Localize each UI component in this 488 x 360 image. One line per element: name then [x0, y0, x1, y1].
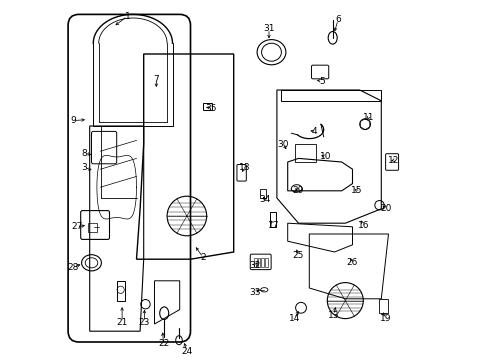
Bar: [294, 144, 316, 162]
Text: 31: 31: [263, 24, 274, 33]
Bar: [280, 90, 381, 101]
Text: 4: 4: [311, 127, 317, 136]
Text: 23: 23: [139, 318, 150, 327]
Text: 35: 35: [205, 104, 217, 113]
Text: 29: 29: [292, 186, 304, 195]
Text: 7: 7: [153, 75, 159, 84]
Text: 18: 18: [238, 163, 250, 172]
Text: 24: 24: [181, 346, 192, 356]
Text: 13: 13: [327, 310, 339, 320]
Text: 22: 22: [158, 339, 169, 348]
Text: 6: 6: [335, 15, 340, 24]
Text: 1: 1: [124, 12, 130, 21]
Text: 32: 32: [249, 261, 261, 270]
Bar: [269, 212, 276, 227]
Text: 33: 33: [248, 288, 260, 297]
Text: 15: 15: [350, 186, 362, 195]
Bar: [88, 223, 97, 232]
Bar: [257, 258, 260, 267]
Text: 30: 30: [277, 140, 288, 149]
Text: 16: 16: [357, 220, 368, 230]
Bar: [117, 281, 124, 301]
Bar: [261, 258, 264, 267]
Text: 28: 28: [68, 263, 79, 272]
Bar: [379, 299, 387, 313]
Text: 26: 26: [346, 258, 357, 267]
Bar: [264, 258, 267, 267]
Text: 14: 14: [288, 314, 299, 323]
Text: 9: 9: [70, 116, 76, 125]
Text: 11: 11: [362, 112, 374, 122]
Text: 20: 20: [379, 204, 390, 213]
Text: 5: 5: [318, 77, 324, 86]
Text: 2: 2: [200, 253, 205, 262]
Text: 3: 3: [81, 163, 87, 172]
Bar: [254, 258, 256, 267]
Text: 8: 8: [81, 149, 87, 158]
Bar: [260, 189, 265, 198]
Text: 25: 25: [292, 251, 304, 260]
Text: 10: 10: [319, 152, 330, 161]
Text: 27: 27: [71, 222, 82, 231]
Text: 12: 12: [387, 156, 399, 165]
Text: 34: 34: [259, 195, 270, 204]
Text: 17: 17: [267, 220, 279, 230]
Bar: [203, 103, 212, 110]
Text: 19: 19: [379, 314, 390, 323]
Text: 21: 21: [116, 318, 127, 327]
